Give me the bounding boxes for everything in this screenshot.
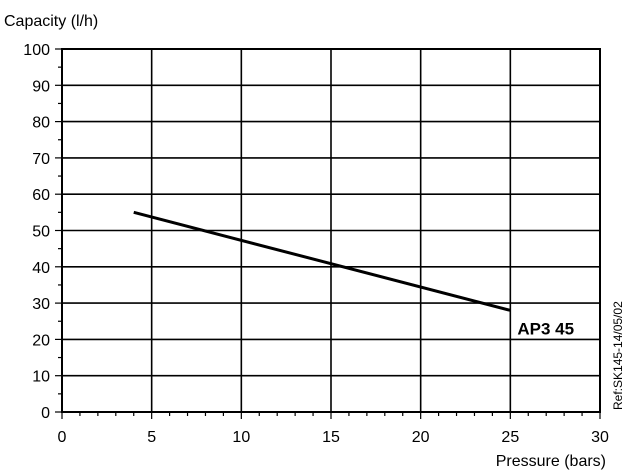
x-axis-label: Pressure (bars): [496, 453, 606, 470]
series-label-0: AP3 45: [517, 319, 574, 338]
y-tick-label-70: 70: [32, 151, 50, 168]
y-tick-label-40: 40: [32, 260, 50, 277]
y-tick-label-50: 50: [32, 224, 50, 241]
y-tick-label-20: 20: [32, 332, 50, 349]
y-tick-label-60: 60: [32, 187, 50, 204]
y-tick-label-90: 90: [32, 78, 50, 95]
y-tick-label-80: 80: [32, 115, 50, 132]
x-tick-labels: 0 5 10 15 20 25 30: [58, 429, 609, 446]
y-tick-label-0: 0: [41, 405, 50, 422]
x-tick-label-0: 0: [58, 429, 67, 446]
x-tick-label-10: 10: [232, 429, 250, 446]
series-layer: AP3 45: [133, 210, 574, 338]
y-axis-label: Capacity (l/h): [4, 13, 98, 30]
plot-frame: [61, 48, 601, 413]
x-tick-label-20: 20: [412, 429, 430, 446]
y-tick-label-10: 10: [32, 369, 50, 386]
x-tick-label-5: 5: [147, 429, 156, 446]
reference-label: Ref:SK145-14/05/02: [611, 301, 625, 410]
minor-ticks: [55, 48, 601, 419]
y-tick-label-100: 100: [23, 42, 50, 59]
y-tick-labels: 0 10 20 30 40 50 60 70 80 90 100: [23, 42, 50, 422]
x-tick-label-25: 25: [501, 429, 519, 446]
chart-grid: [62, 49, 600, 412]
y-tick-label-30: 30: [32, 296, 50, 313]
x-tick-label-30: 30: [591, 429, 609, 446]
series-line-0: [133, 210, 511, 312]
x-tick-label-15: 15: [322, 429, 340, 446]
